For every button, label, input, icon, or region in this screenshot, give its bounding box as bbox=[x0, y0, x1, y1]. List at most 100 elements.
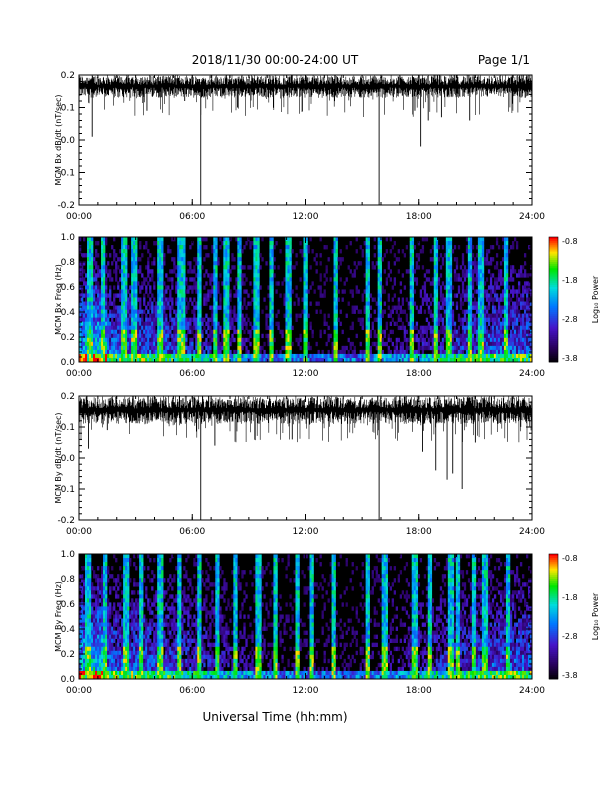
spectrogram-cell bbox=[93, 646, 96, 652]
spectrogram-cell bbox=[141, 253, 144, 258]
spectrogram-cell bbox=[161, 313, 164, 318]
spectrogram-cell bbox=[227, 341, 230, 347]
spectrogram-cell bbox=[501, 341, 505, 347]
spectrogram-cell bbox=[530, 317, 533, 322]
spectrogram-cell bbox=[181, 245, 184, 250]
spectrogram-cell bbox=[223, 257, 226, 262]
spectrogram-cell bbox=[165, 273, 168, 278]
spectrogram-cell bbox=[335, 281, 338, 286]
spectrogram-cell bbox=[387, 261, 390, 266]
spectrogram-cell bbox=[123, 337, 126, 343]
spectrogram-cell bbox=[89, 301, 92, 306]
spectrogram-cell bbox=[109, 353, 112, 359]
spectrogram-cell bbox=[199, 293, 202, 298]
spectrogram-cell bbox=[495, 333, 499, 339]
spectrogram-cell bbox=[371, 321, 374, 327]
spectrogram-cell bbox=[151, 353, 154, 359]
spectrogram-cell bbox=[201, 333, 204, 339]
spectrogram-cell bbox=[433, 237, 437, 242]
spectrogram-cell bbox=[227, 261, 230, 266]
spectrogram-cell bbox=[97, 610, 100, 615]
spectrogram-cell bbox=[227, 353, 230, 359]
spectrogram-cell bbox=[101, 285, 104, 290]
spectrogram-cell bbox=[109, 337, 112, 343]
y-axis-label: MCM Bx dB/dt (nT/sec) bbox=[54, 94, 63, 185]
spectrogram-cell bbox=[79, 642, 82, 648]
spectrogram-cell bbox=[527, 301, 531, 306]
spectrogram-cell bbox=[431, 345, 435, 351]
spectrogram-cell bbox=[99, 650, 102, 656]
spectrogram-cell bbox=[187, 269, 190, 274]
spectrogram-cell bbox=[409, 329, 413, 335]
spectrogram-cell bbox=[83, 305, 86, 310]
spectrogram-cell bbox=[155, 345, 158, 351]
spectrogram-cell bbox=[79, 293, 82, 298]
spectrogram-cell bbox=[259, 353, 262, 359]
spectrogram-cell bbox=[253, 301, 256, 306]
colorbar-segment bbox=[549, 282, 558, 286]
spectrogram-cell bbox=[479, 341, 483, 347]
spectrogram-cell bbox=[119, 357, 122, 363]
spectrogram-cell bbox=[525, 293, 529, 298]
spectrogram-cell bbox=[447, 333, 451, 339]
spectrogram-cell bbox=[265, 321, 268, 327]
spectrogram-cell bbox=[133, 257, 136, 262]
spectrogram-cell bbox=[515, 273, 519, 278]
spectrogram-cell bbox=[367, 277, 370, 282]
spectrogram-cell bbox=[409, 245, 413, 250]
spectrogram-cell bbox=[365, 261, 368, 266]
spectrogram-cell bbox=[247, 265, 250, 270]
spectrogram-cell bbox=[417, 257, 421, 262]
spectrogram-cell bbox=[209, 337, 212, 343]
spectrogram-cell bbox=[101, 249, 104, 254]
spectrogram-cell bbox=[253, 329, 256, 335]
spectrogram-cell bbox=[225, 349, 228, 355]
spectrogram-cell bbox=[225, 273, 228, 278]
spectrogram-cell bbox=[191, 337, 194, 343]
colorbar-segment bbox=[549, 287, 558, 290]
spectrogram-cell bbox=[351, 293, 354, 298]
spectrogram-cell bbox=[93, 650, 96, 656]
spectrogram-cell bbox=[109, 349, 112, 355]
spectrogram-cell bbox=[105, 237, 108, 242]
spectrogram-cell bbox=[395, 321, 398, 327]
spectrogram-cell bbox=[303, 345, 306, 351]
spectrogram-cell bbox=[175, 309, 178, 314]
spectrogram-cell bbox=[99, 646, 102, 652]
spectrogram-cell bbox=[479, 349, 483, 355]
spectrogram-cell bbox=[305, 325, 308, 331]
spectrogram-cell bbox=[467, 353, 471, 359]
spectrogram-cell bbox=[455, 265, 459, 270]
spectrogram-cell bbox=[389, 329, 392, 335]
spectrogram-cell bbox=[499, 349, 503, 355]
spectrogram-cell bbox=[351, 325, 354, 331]
spectrogram-cell bbox=[181, 313, 184, 318]
spectrogram-cell bbox=[297, 297, 300, 302]
spectrogram-cell bbox=[511, 241, 515, 246]
spectrogram-cell bbox=[161, 277, 164, 282]
spectrogram-cell bbox=[215, 293, 218, 298]
spectrogram-cell bbox=[121, 301, 124, 306]
spectrogram-cell bbox=[477, 321, 481, 327]
spectrogram-cell bbox=[523, 269, 527, 274]
spectrogram-cell bbox=[345, 357, 348, 363]
spectrogram-cell bbox=[517, 333, 521, 339]
spectrogram-cell bbox=[97, 578, 100, 583]
spectrogram-cell bbox=[85, 281, 88, 286]
spectrogram-cell bbox=[445, 297, 449, 302]
spectrogram-cell bbox=[411, 273, 415, 278]
spectrogram-cell bbox=[103, 558, 106, 563]
spectrogram-cell bbox=[365, 237, 368, 242]
spectrogram-cell bbox=[241, 305, 244, 310]
spectrogram-cell bbox=[303, 241, 306, 246]
spectrogram-cell bbox=[445, 301, 449, 306]
spectrogram-cell bbox=[431, 341, 435, 347]
spectrogram-cell bbox=[530, 345, 533, 351]
spectrogram-cell bbox=[335, 341, 338, 347]
spectrogram-cell bbox=[383, 301, 386, 306]
spectrogram-cell bbox=[401, 357, 405, 363]
spectrogram-cell bbox=[211, 305, 214, 310]
spectrogram-cell bbox=[89, 582, 92, 587]
spectrogram-cell bbox=[499, 305, 503, 310]
spectrogram-cell bbox=[413, 269, 417, 274]
